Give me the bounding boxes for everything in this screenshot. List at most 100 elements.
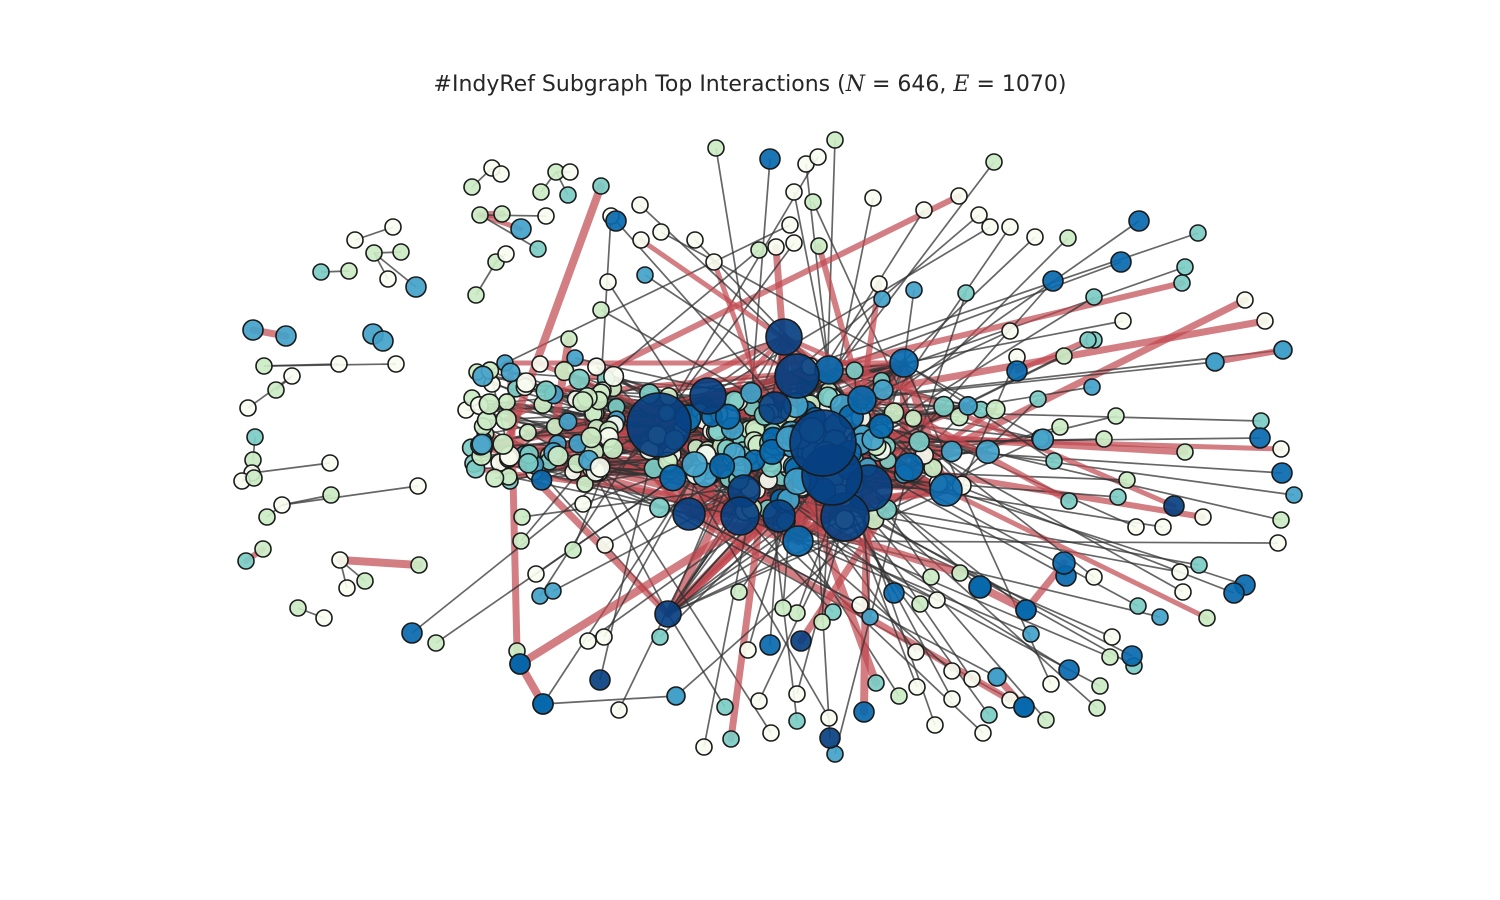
- node: [478, 393, 501, 415]
- node: [1269, 534, 1287, 552]
- node: [532, 183, 550, 201]
- edge: [599, 466, 772, 734]
- node: [907, 643, 925, 661]
- node: [267, 381, 285, 399]
- strong-edge: [336, 556, 423, 569]
- node: [651, 628, 669, 646]
- node: [587, 357, 606, 377]
- node: [512, 532, 530, 550]
- node: [561, 163, 579, 181]
- n-equals: =: [864, 72, 898, 97]
- node: [759, 148, 781, 170]
- node: [471, 433, 493, 455]
- node: [547, 445, 569, 467]
- node: [1031, 428, 1055, 451]
- node: [331, 551, 349, 569]
- node: [559, 186, 577, 204]
- node: [958, 396, 978, 416]
- node: [709, 453, 736, 480]
- node: [1091, 677, 1109, 695]
- node: [813, 613, 831, 631]
- node: [714, 403, 741, 430]
- node: [592, 301, 610, 319]
- node: [576, 475, 594, 493]
- node: [636, 266, 654, 284]
- node: [722, 730, 740, 748]
- node: [568, 368, 591, 391]
- node: [819, 727, 841, 749]
- node: [1174, 583, 1192, 601]
- node: [255, 357, 273, 375]
- strong-edge: [638, 237, 832, 373]
- node: [405, 276, 427, 298]
- node: [740, 381, 763, 404]
- node: [500, 362, 521, 383]
- node: [1285, 486, 1303, 504]
- node: [239, 399, 257, 417]
- node: [315, 609, 333, 627]
- node: [518, 423, 537, 442]
- node: [401, 622, 423, 644]
- edge: [542, 695, 677, 705]
- node: [1026, 228, 1044, 246]
- node: [427, 634, 445, 652]
- edge: [793, 191, 830, 371]
- node: [254, 540, 272, 558]
- node: [1121, 645, 1143, 667]
- node: [1171, 563, 1189, 581]
- node: [853, 701, 875, 723]
- node: [649, 497, 671, 519]
- node: [379, 270, 397, 288]
- node: [904, 409, 923, 428]
- node: [1083, 378, 1101, 396]
- edge: [479, 214, 547, 217]
- title-comma: ,: [939, 72, 954, 97]
- node: [922, 568, 940, 586]
- node: [1249, 427, 1271, 449]
- node: [1110, 251, 1132, 273]
- edge: [479, 214, 539, 250]
- node: [289, 599, 307, 617]
- node-layer: [233, 131, 1303, 763]
- node: [820, 709, 838, 727]
- node: [705, 253, 723, 271]
- node: [472, 365, 494, 388]
- node: [867, 674, 885, 692]
- node: [1205, 352, 1225, 372]
- node: [915, 201, 933, 219]
- node: [826, 131, 844, 149]
- node: [950, 187, 968, 205]
- edge: [263, 363, 397, 367]
- node: [785, 234, 803, 252]
- node: [1272, 440, 1290, 458]
- node: [365, 244, 383, 262]
- n-value: 646: [897, 72, 940, 97]
- edge: [658, 156, 819, 426]
- node: [356, 572, 374, 590]
- node: [537, 207, 555, 225]
- node: [560, 330, 578, 348]
- node: [1103, 628, 1121, 646]
- node: [987, 667, 1007, 687]
- node: [1176, 443, 1194, 461]
- node: [1128, 210, 1150, 232]
- node: [275, 325, 297, 347]
- node: [1236, 291, 1254, 309]
- node: [330, 355, 348, 373]
- node: [652, 223, 670, 241]
- node: [1118, 471, 1136, 489]
- node: [544, 582, 562, 600]
- node: [273, 496, 291, 514]
- node: [610, 701, 628, 719]
- node: [1189, 224, 1207, 242]
- node: [666, 686, 686, 706]
- hub-node: [789, 409, 857, 477]
- node: [716, 698, 734, 716]
- node: [513, 508, 531, 526]
- node: [492, 165, 510, 183]
- node: [1006, 360, 1028, 382]
- node: [592, 177, 610, 195]
- node: [1114, 312, 1132, 330]
- strong-edge: [1014, 337, 1091, 374]
